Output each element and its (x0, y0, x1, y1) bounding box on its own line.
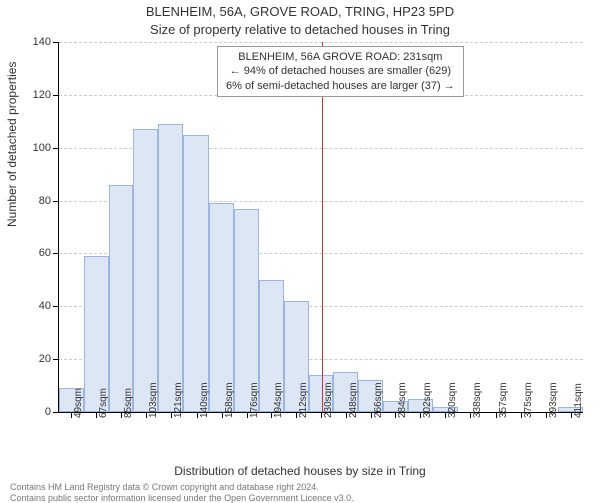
y-tick (53, 306, 59, 307)
x-tick-label: 266sqm (373, 382, 384, 418)
y-tick-label: 100 (33, 142, 51, 154)
x-tick (146, 412, 147, 418)
x-tick-label: 230sqm (323, 382, 334, 418)
x-tick-label: 248sqm (348, 382, 359, 418)
x-tick-label: 121sqm (173, 382, 184, 418)
x-tick (546, 412, 547, 418)
x-tick (197, 412, 198, 418)
y-tick (53, 42, 59, 43)
annotation-line3: 6% of semi-detached houses are larger (3… (226, 79, 455, 93)
y-tick-label: 120 (33, 89, 51, 101)
x-tick (247, 412, 248, 418)
x-tick (521, 412, 522, 418)
y-tick-label: 60 (39, 247, 51, 259)
annotation-box: BLENHEIM, 56A GROVE ROAD: 231sqm ← 94% o… (217, 46, 464, 97)
x-tick-label: 212sqm (298, 382, 309, 418)
x-tick (496, 412, 497, 418)
x-tick (445, 412, 446, 418)
y-tick (53, 253, 59, 254)
y-tick (53, 359, 59, 360)
annotation-line2: ← 94% of detached houses are smaller (62… (226, 64, 455, 78)
x-tick-label: 176sqm (249, 382, 260, 418)
histogram-bar (158, 124, 183, 412)
x-tick (222, 412, 223, 418)
x-tick-label: 393sqm (548, 382, 559, 418)
y-tick (53, 148, 59, 149)
x-tick-label: 320sqm (447, 382, 458, 418)
histogram-bar (183, 135, 209, 413)
y-tick-label: 140 (33, 36, 51, 48)
x-tick (121, 412, 122, 418)
y-tick (53, 201, 59, 202)
histogram-chart: BLENHEIM, 56A, GROVE ROAD, TRING, HP23 5… (0, 0, 600, 500)
chart-title-sub: Size of property relative to detached ho… (0, 22, 600, 37)
x-axis-label: Distribution of detached houses by size … (0, 464, 600, 478)
footer-line1: Contains HM Land Registry data © Crown c… (10, 482, 319, 492)
y-tick (53, 412, 59, 413)
y-tick (53, 95, 59, 96)
histogram-bar (109, 185, 134, 412)
x-tick-label: 338sqm (472, 382, 483, 418)
x-tick-label: 284sqm (397, 382, 408, 418)
x-tick-label: 375sqm (523, 382, 534, 418)
y-tick-label: 0 (45, 406, 51, 418)
reference-line (322, 42, 323, 412)
x-tick (321, 412, 322, 418)
histogram-bar (133, 129, 158, 412)
histogram-bar (209, 203, 234, 412)
x-tick-label: 411sqm (573, 383, 584, 418)
grid-line (59, 42, 583, 43)
x-tick-label: 194sqm (273, 382, 284, 418)
x-tick-label: 357sqm (498, 382, 509, 418)
x-tick-label: 103sqm (148, 382, 159, 418)
x-tick-label: 158sqm (224, 382, 235, 418)
x-tick-label: 67sqm (98, 388, 109, 418)
footer-line2: Contains public sector information licen… (10, 493, 354, 503)
y-tick-label: 40 (39, 300, 51, 312)
x-tick-label: 49sqm (73, 388, 84, 418)
x-tick-label: 302sqm (422, 382, 433, 418)
x-tick (171, 412, 172, 418)
plot-area: 02040608010012014049sqm67sqm85sqm103sqm1… (58, 42, 583, 413)
x-tick-label: 140sqm (199, 382, 210, 418)
y-axis-label: Number of detached properties (5, 62, 19, 227)
x-tick (470, 412, 471, 418)
x-tick-label: 85sqm (123, 388, 134, 418)
annotation-line1: BLENHEIM, 56A GROVE ROAD: 231sqm (226, 50, 455, 64)
x-tick (571, 412, 572, 418)
x-tick (371, 412, 372, 418)
chart-title-main: BLENHEIM, 56A, GROVE ROAD, TRING, HP23 5… (0, 4, 600, 19)
y-tick-label: 80 (39, 195, 51, 207)
x-tick (346, 412, 347, 418)
y-tick-label: 20 (39, 353, 51, 365)
